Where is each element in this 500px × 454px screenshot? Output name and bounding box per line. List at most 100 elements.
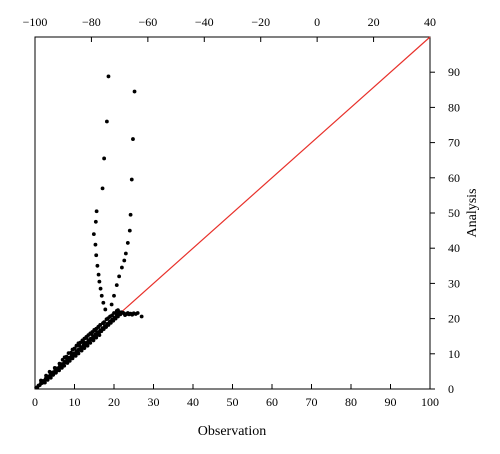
- scatter-point: [127, 228, 132, 233]
- scatter-point: [67, 358, 72, 363]
- scatter-point: [93, 242, 98, 247]
- scatter-point: [85, 343, 90, 348]
- top-tick-label: −40: [195, 15, 214, 29]
- scatter-point: [114, 283, 119, 288]
- bottom-tick-label: 20: [108, 395, 120, 409]
- scatter-point: [94, 209, 99, 214]
- scatter-point: [88, 331, 93, 336]
- scatter-point: [123, 251, 128, 256]
- scatter-point: [102, 320, 107, 325]
- bottom-tick-label: 80: [345, 395, 357, 409]
- scatter-point: [51, 373, 56, 377]
- right-tick-label: 10: [448, 347, 460, 361]
- scatter-point: [132, 89, 137, 94]
- scatter-point: [80, 338, 85, 343]
- bottom-tick-label: 60: [266, 395, 278, 409]
- scatter-point: [91, 232, 96, 237]
- scatter-point: [47, 369, 52, 374]
- scatter-point: [42, 380, 47, 385]
- scatter-point: [139, 314, 144, 319]
- top-tick-label: 40: [424, 15, 436, 29]
- scatter-point: [122, 258, 127, 263]
- scatter-point: [57, 361, 62, 366]
- scatter-point: [88, 340, 93, 345]
- data-points: [34, 74, 144, 390]
- scatter-point: [128, 212, 133, 217]
- scatter-point: [52, 365, 57, 370]
- scatter-point: [104, 119, 109, 124]
- bottom-tick-label: 90: [385, 395, 397, 409]
- right-tick-label: 90: [448, 65, 460, 79]
- right-tick-label: 70: [448, 136, 460, 150]
- scatter-point: [76, 341, 81, 346]
- scatter-point: [94, 335, 99, 340]
- scatter-point: [101, 300, 106, 305]
- top-tick-label: −20: [251, 15, 270, 29]
- right-tick-label: 80: [448, 100, 460, 114]
- scatter-point: [66, 351, 71, 355]
- scatter-point: [106, 316, 110, 321]
- scatter-point: [91, 338, 96, 343]
- bottom-tick-label: 30: [148, 395, 160, 409]
- right-tick-label: 20: [448, 312, 460, 326]
- bottom-tick-label: 50: [227, 395, 239, 409]
- scatter-point: [112, 293, 116, 298]
- right-tick-label: 40: [448, 241, 460, 255]
- scatter-point: [96, 325, 101, 329]
- scatter-point: [92, 327, 97, 332]
- scatter-point: [72, 346, 77, 351]
- scatter-point: [48, 375, 53, 380]
- scatter-point: [110, 313, 114, 318]
- scatter-point: [45, 377, 50, 382]
- scatter-point: [94, 253, 99, 258]
- bottom-tick-label: 10: [69, 395, 81, 409]
- scatter-point: [109, 302, 114, 307]
- scatter-point: [97, 279, 102, 284]
- bottom-tick-label: 100: [421, 395, 439, 409]
- scatter-point: [57, 368, 61, 373]
- scatter-point: [129, 177, 134, 182]
- scatter-point: [100, 186, 105, 191]
- scatter-point: [96, 272, 101, 277]
- right-tick-label: 0: [448, 382, 454, 396]
- scatter-point: [95, 263, 100, 268]
- scatter-point: [93, 219, 98, 224]
- scatter-point: [99, 293, 104, 298]
- scatter-point: [103, 307, 108, 312]
- scatter-point: [70, 356, 75, 361]
- scatter-point: [73, 354, 78, 358]
- scatter-point: [62, 355, 67, 360]
- right-tick-label: 30: [448, 276, 460, 290]
- bottom-tick-label: 40: [187, 395, 199, 409]
- axis-ticks: 0 10 20 30 40 50 60 70 80 90 100−100 −80 −60 −40 −20 0 2…: [23, 15, 460, 409]
- scatter-point: [97, 333, 102, 338]
- scatter-point: [79, 348, 84, 353]
- scatter-point: [44, 373, 48, 378]
- bottom-tick-label: 0: [32, 395, 38, 409]
- scatter-point: [82, 346, 87, 351]
- scatter-point: [39, 378, 43, 383]
- bottom-tick-label: 70: [306, 395, 318, 409]
- y-axis-title: Analysis: [465, 189, 480, 238]
- scatter-point: [98, 286, 103, 291]
- scatter-point: [62, 363, 67, 368]
- scatter-point: [114, 308, 119, 313]
- scatter-point: [76, 351, 81, 356]
- top-tick-label: 20: [368, 15, 380, 29]
- right-tick-label: 50: [448, 206, 460, 220]
- scatter-point: [131, 137, 135, 141]
- right-tick-label: 60: [448, 171, 460, 185]
- scatter-point: [54, 370, 58, 375]
- scatter-point: [125, 241, 130, 245]
- x-axis-title: Observation: [198, 424, 266, 439]
- top-tick-label: 0: [314, 15, 320, 29]
- scatter-point: [84, 335, 89, 339]
- top-tick-label: −100: [23, 15, 48, 29]
- scatter-point: [106, 74, 111, 79]
- top-tick-label: −60: [138, 15, 157, 29]
- top-tick-label: −80: [82, 15, 101, 29]
- scatter-point: [135, 311, 140, 315]
- scatter-point: [120, 265, 124, 270]
- scatter-point: [102, 156, 107, 161]
